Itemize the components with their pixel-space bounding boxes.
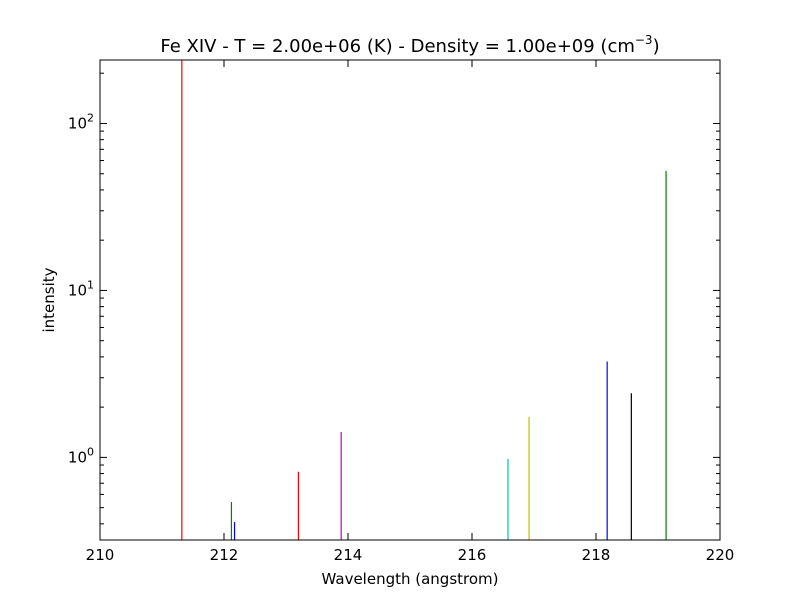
spectral-lines bbox=[181, 60, 667, 540]
x-tick-label: 220 bbox=[706, 546, 735, 564]
x-tick-label: 218 bbox=[582, 546, 611, 564]
chart-title-main: Fe XIV - T = 2.00e+06 (K) - Density = 1.… bbox=[160, 36, 635, 57]
chart-title-suffix: ) bbox=[653, 36, 660, 57]
y-tick-label: 100 bbox=[68, 445, 94, 466]
y-axis: 100 101 102 bbox=[68, 72, 720, 525]
chart-title-exponent: −3 bbox=[635, 33, 653, 47]
x-axis-label: Wavelength (angstrom) bbox=[322, 570, 499, 588]
y-tick-label: 101 bbox=[68, 278, 94, 299]
plot-area-frame bbox=[99, 59, 721, 541]
chart-title: Fe XIV - T = 2.00e+06 (K) - Density = 1.… bbox=[160, 33, 659, 57]
x-tick-label: 210 bbox=[86, 546, 115, 564]
x-tick-label: 212 bbox=[210, 546, 239, 564]
x-tick-label: 216 bbox=[458, 546, 487, 564]
x-axis: 210 212 214 216 218 220 bbox=[86, 60, 735, 564]
y-tick-label: 102 bbox=[68, 111, 94, 132]
x-tick-label: 214 bbox=[334, 546, 363, 564]
y-axis-label: intensity bbox=[40, 267, 58, 332]
